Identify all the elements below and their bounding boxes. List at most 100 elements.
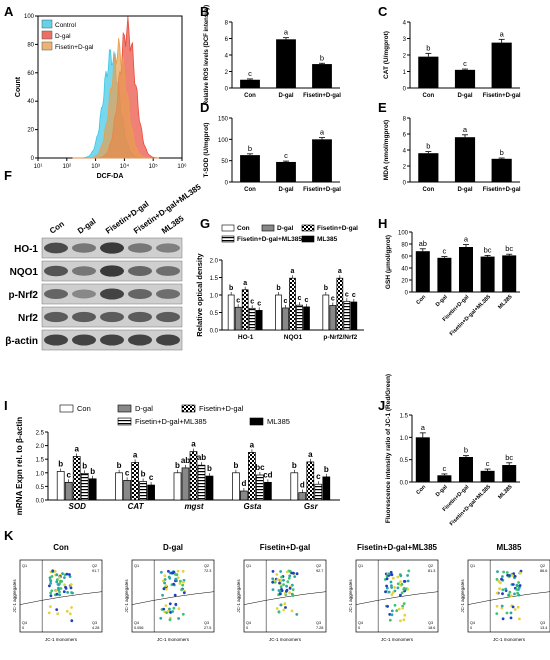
quadrant-label: Q4: [358, 621, 363, 625]
quadrant-value: 4.28: [92, 626, 99, 630]
panel-I: 0.0 0.5 1.0 1.5 2.0 2.5 mRNA Expn rel. to β-ac…: [15, 417, 340, 515]
flow-dot: [518, 617, 521, 621]
flow-x-label: JC-1 monomers: [157, 637, 190, 642]
sig-letter: c: [250, 298, 254, 305]
flow-dot: [55, 608, 59, 611]
y-tick-label: 0.0: [210, 329, 219, 335]
flow-dot: [56, 578, 59, 581]
flow-dot: [171, 571, 175, 575]
bar: [322, 476, 331, 501]
flow-dot: [515, 588, 518, 591]
legend-swatch: [59, 404, 74, 413]
flow-dot: [59, 587, 63, 590]
sig-letter: ab: [181, 456, 190, 465]
quadrant-label: Q2: [204, 564, 209, 568]
bar: [197, 464, 206, 501]
legend-swatch: [261, 224, 275, 232]
y-tick-label: 4: [403, 21, 407, 27]
y-tick-label: 80: [401, 243, 408, 249]
y-tick-label: 6: [225, 37, 229, 43]
quadrant-label: Q4: [470, 621, 475, 625]
flow-dot: [162, 607, 166, 611]
category-label: CAT: [128, 502, 145, 511]
flow-dot: [284, 606, 287, 609]
y-tick-label: 0: [405, 291, 409, 297]
blot-band: [44, 265, 68, 277]
sig-letter: c: [257, 300, 261, 307]
flow-dot: [279, 570, 282, 573]
flow-dot: [69, 583, 73, 586]
y-tick-label: 20: [27, 128, 34, 134]
flow-dot: [401, 606, 405, 610]
bar: [454, 137, 476, 182]
bar: [72, 456, 81, 501]
flow-y-label: JC-1 aggregates: [124, 579, 129, 613]
flow-dot: [293, 575, 297, 578]
flow-dot: [290, 583, 294, 587]
flow-dot: [288, 569, 292, 573]
sig-letter: a: [320, 128, 325, 137]
bar: [276, 161, 296, 182]
flow-dot: [168, 618, 172, 622]
flow-frame: [243, 559, 327, 633]
gate-curve: [467, 591, 550, 605]
blot-band: [128, 289, 152, 299]
y-tick-label: 1.5: [210, 276, 219, 282]
bar: [491, 42, 512, 88]
panel-C: 0 1 2 3 4 CAT (U/mgprot) b Con c D-gal a Fisetin+D-…: [383, 21, 521, 100]
y-tick-label: 0.0: [400, 481, 409, 487]
panel-H: 0 20 40 60 80 100 GSH (μmol/gprot) ab Con c D-gal a…: [385, 231, 520, 337]
flow-dot: [177, 607, 181, 611]
flow-dot: [277, 610, 281, 614]
flow-dot: [47, 611, 51, 615]
sig-letter: a: [250, 440, 255, 449]
sig-letter: cd: [263, 470, 272, 479]
flow-dot: [509, 611, 513, 615]
flow-dot: [390, 593, 394, 597]
flow-dot: [176, 569, 180, 573]
lane-label: D-gal: [76, 217, 98, 236]
category-label: mgst: [184, 502, 203, 511]
flow-dot: [60, 580, 64, 583]
flow-dot: [385, 584, 388, 588]
flow-dot: [63, 583, 66, 587]
lane-label: ML385: [160, 214, 186, 236]
panel-E: 0 2 4 6 8 MDA (nmol/mgprot) b Con a D-gal b Fisetin…: [383, 117, 521, 194]
flow-dot: [505, 571, 509, 574]
flow-dot: [501, 617, 505, 621]
quadrant-label: Q1: [470, 564, 475, 568]
gate-curve: [243, 591, 327, 605]
sig-letter: b: [141, 470, 146, 479]
flow-x-label: JC-1 monomers: [381, 637, 414, 642]
quadrant-value: 27.5: [204, 626, 211, 630]
flow-dot: [58, 593, 61, 597]
blot-band: [44, 311, 68, 323]
category-label: HO-1: [238, 334, 254, 341]
category-label: Fisetin+D-gal: [303, 187, 341, 193]
y-tick-label: 1.5: [36, 458, 45, 464]
flow-y-label: JC-1 aggregates: [12, 579, 17, 613]
flow-dot: [271, 570, 275, 573]
sig-letter: a: [133, 450, 138, 459]
flow-dot: [174, 602, 178, 606]
bar: [56, 471, 65, 501]
bar: [480, 256, 495, 292]
quadrant-label: Q3: [92, 621, 97, 625]
flow-dot: [58, 576, 61, 579]
flow-dot: [288, 591, 292, 595]
flow-dot: [389, 570, 393, 574]
flow-dot: [57, 586, 60, 590]
flow-dot: [164, 604, 168, 607]
bar: [312, 64, 332, 88]
bar: [329, 305, 337, 331]
flow-dot: [53, 570, 57, 573]
flow-dot: [282, 578, 285, 582]
blot-row-label: Nrf2: [18, 313, 38, 324]
y-tick-label: 1.5: [400, 414, 409, 420]
flow-dot: [518, 571, 522, 575]
sig-letter: b: [117, 461, 122, 470]
sig-letter: bc: [505, 244, 513, 253]
x-tick-label: 10³: [91, 164, 100, 170]
y-axis-label: T-SOD (U/mgprot): [203, 123, 210, 178]
